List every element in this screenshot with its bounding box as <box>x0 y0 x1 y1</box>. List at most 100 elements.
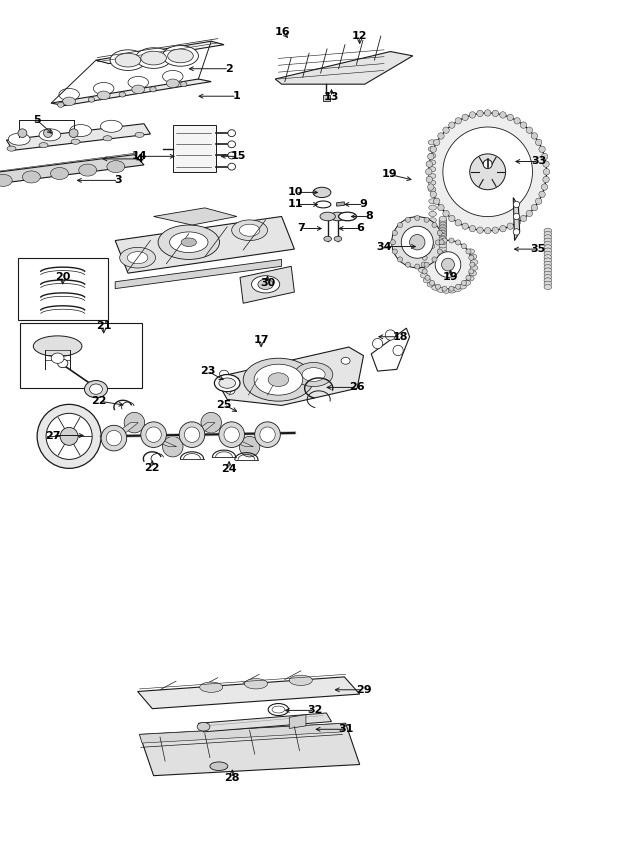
Ellipse shape <box>439 240 447 245</box>
Ellipse shape <box>252 276 280 293</box>
Text: 16: 16 <box>275 27 291 37</box>
Ellipse shape <box>115 53 141 67</box>
Polygon shape <box>371 328 410 371</box>
Ellipse shape <box>420 273 428 278</box>
Ellipse shape <box>302 368 325 381</box>
Ellipse shape <box>544 252 552 257</box>
Text: 26: 26 <box>349 382 365 393</box>
Ellipse shape <box>544 265 552 270</box>
Ellipse shape <box>544 281 552 286</box>
Ellipse shape <box>258 279 273 289</box>
Ellipse shape <box>454 287 461 291</box>
Ellipse shape <box>500 225 506 232</box>
Ellipse shape <box>469 271 477 276</box>
Ellipse shape <box>442 289 450 293</box>
Text: 17: 17 <box>253 335 269 345</box>
Ellipse shape <box>455 220 461 226</box>
Ellipse shape <box>430 192 436 198</box>
Ellipse shape <box>51 353 64 363</box>
Text: 32: 32 <box>307 705 323 716</box>
Ellipse shape <box>443 127 532 216</box>
Polygon shape <box>275 52 413 84</box>
Ellipse shape <box>184 427 200 442</box>
Polygon shape <box>224 438 253 447</box>
Ellipse shape <box>500 112 506 119</box>
Ellipse shape <box>415 216 420 221</box>
Ellipse shape <box>410 235 425 250</box>
Ellipse shape <box>541 154 548 160</box>
Text: 19: 19 <box>381 169 397 180</box>
Ellipse shape <box>449 238 454 243</box>
Ellipse shape <box>93 82 114 94</box>
Ellipse shape <box>462 223 468 229</box>
Text: 13: 13 <box>324 92 339 102</box>
Ellipse shape <box>470 265 478 271</box>
Ellipse shape <box>439 227 447 232</box>
Ellipse shape <box>180 82 187 87</box>
Text: 35: 35 <box>530 244 545 254</box>
Ellipse shape <box>439 234 447 239</box>
Ellipse shape <box>397 257 403 262</box>
Ellipse shape <box>544 238 552 243</box>
Ellipse shape <box>243 358 314 401</box>
Ellipse shape <box>437 230 442 235</box>
Ellipse shape <box>107 161 125 173</box>
Ellipse shape <box>97 91 110 100</box>
Ellipse shape <box>429 249 436 254</box>
Ellipse shape <box>466 249 471 254</box>
Text: 20: 20 <box>55 272 70 283</box>
Ellipse shape <box>422 255 428 260</box>
Polygon shape <box>140 723 346 743</box>
Ellipse shape <box>392 216 443 268</box>
Ellipse shape <box>442 286 447 291</box>
Ellipse shape <box>544 268 552 273</box>
Ellipse shape <box>228 163 236 170</box>
Ellipse shape <box>428 174 436 179</box>
Ellipse shape <box>268 704 289 716</box>
Polygon shape <box>0 155 144 184</box>
Ellipse shape <box>200 682 223 692</box>
Ellipse shape <box>520 122 527 128</box>
Ellipse shape <box>435 252 461 277</box>
Ellipse shape <box>437 249 442 254</box>
Ellipse shape <box>426 168 432 175</box>
Ellipse shape <box>158 225 220 259</box>
Ellipse shape <box>135 132 144 137</box>
Ellipse shape <box>179 422 205 448</box>
Ellipse shape <box>70 125 92 137</box>
Ellipse shape <box>289 675 312 685</box>
Ellipse shape <box>439 216 447 222</box>
Ellipse shape <box>101 425 127 451</box>
Ellipse shape <box>268 373 289 387</box>
Ellipse shape <box>433 198 440 204</box>
Polygon shape <box>186 423 215 438</box>
Ellipse shape <box>294 362 333 387</box>
Ellipse shape <box>90 384 102 394</box>
Ellipse shape <box>421 262 426 267</box>
Ellipse shape <box>470 154 506 190</box>
Ellipse shape <box>124 412 145 433</box>
Ellipse shape <box>429 281 436 286</box>
Ellipse shape <box>449 286 454 291</box>
Ellipse shape <box>428 187 436 192</box>
Ellipse shape <box>429 275 436 280</box>
Ellipse shape <box>425 275 430 280</box>
Ellipse shape <box>544 271 552 277</box>
Ellipse shape <box>428 154 434 160</box>
Ellipse shape <box>22 171 40 183</box>
Ellipse shape <box>58 102 64 107</box>
Ellipse shape <box>100 120 122 132</box>
Ellipse shape <box>228 130 236 137</box>
Ellipse shape <box>439 222 447 228</box>
Ellipse shape <box>433 139 440 145</box>
Ellipse shape <box>260 427 275 442</box>
Ellipse shape <box>439 240 444 245</box>
Polygon shape <box>115 259 282 289</box>
Ellipse shape <box>424 241 472 289</box>
Ellipse shape <box>492 227 499 234</box>
Ellipse shape <box>429 211 436 216</box>
Ellipse shape <box>544 261 552 266</box>
Text: 15: 15 <box>230 151 246 161</box>
Ellipse shape <box>426 161 433 168</box>
Ellipse shape <box>197 722 210 731</box>
